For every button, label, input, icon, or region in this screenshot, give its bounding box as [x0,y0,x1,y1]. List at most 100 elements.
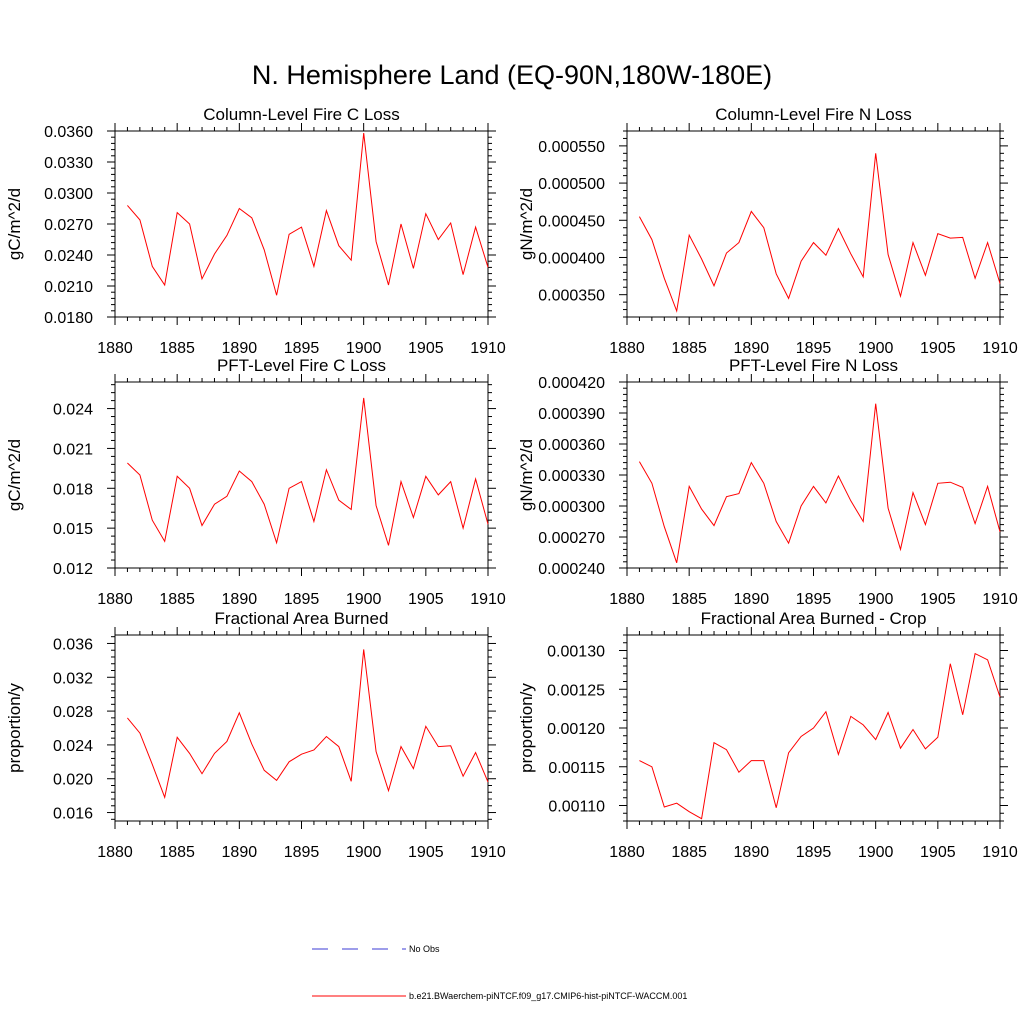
series-line [638,153,1001,313]
x-tick-label: 1890 [734,591,770,608]
y-tick-label: 0.00115 [548,760,605,777]
y-tick-label: 0.012 [53,561,93,578]
x-tick-label: 1905 [408,340,444,357]
x-tick-label: 1895 [796,340,832,357]
y-axis-label: gC/m^2/d [5,188,24,260]
y-tick-label: 0.024 [53,738,93,755]
x-tick-label: 1885 [671,591,707,608]
chart-panel-5: Fractional Area Burned proportion/y 1880 18… [5,609,506,861]
x-tick-label: 1910 [982,844,1018,861]
y-tick-label: 0.028 [53,704,93,721]
y-tick-label: 0.016 [53,806,93,823]
chart-panel-6: Fractional Area Burned - Crop proportion/… [517,609,1018,861]
y-tick-label: 0.021 [53,441,93,458]
x-tick-label: 1885 [159,844,195,861]
x-tick-label: 1880 [609,844,645,861]
x-tick-label: 1880 [97,340,133,357]
x-tick-label: 1885 [671,340,707,357]
x-tick-label: 1880 [609,591,645,608]
x-tick-label: 1895 [284,844,320,861]
series-line [639,652,1001,820]
x-tick-label: 1895 [284,340,320,357]
y-axis-label: proportion/y [5,683,24,773]
y-tick-label: 0.0270 [44,217,93,234]
y-axis-label: gC/m^2/d [5,439,24,511]
legend-label-model: b.e21.BWaerchem-piNTCF.f09_g17.CMIP6-his… [409,991,687,1001]
y-tick-label: 0.000330 [538,468,605,485]
x-tick-label: 1900 [346,591,382,608]
y-tick-label: 0.0330 [44,155,93,172]
panel-title: Column-Level Fire N Loss [715,105,912,124]
y-tick-label: 0.000420 [538,375,605,392]
x-tick-label: 1880 [97,844,133,861]
x-tick-label: 1890 [734,340,770,357]
panel-title: Column-Level Fire C Loss [203,105,400,124]
y-tick-label: 0.0300 [44,186,93,203]
y-tick-label: 0.000350 [538,288,605,305]
y-tick-label: 0.000270 [538,530,605,547]
x-tick-label: 1895 [284,591,320,608]
x-tick-label: 1900 [858,844,894,861]
x-tick-label: 1905 [920,844,956,861]
chart-panel-2: Column-Level Fire N Loss gN/m^2/d 1880 1885… [517,105,1018,357]
series-line [638,403,1001,563]
y-tick-label: 0.000360 [538,437,605,454]
x-tick-label: 1905 [920,340,956,357]
series-line [127,133,489,296]
series-line [127,397,489,546]
figure-title: N. Hemisphere Land (EQ-90N,180W-180E) [252,60,772,90]
panel-title: PFT-Level Fire N Loss [729,356,898,375]
y-axis-label: gN/m^2/d [517,439,536,511]
y-tick-label: 0.000450 [538,213,605,230]
x-tick-label: 1890 [222,844,258,861]
x-tick-label: 1910 [982,340,1018,357]
x-tick-label: 1900 [346,340,382,357]
y-tick-label: 0.020 [53,772,93,789]
y-tick-label: 0.000500 [538,176,605,193]
y-tick-label: 0.018 [53,481,93,498]
y-tick-label: 0.0180 [44,310,93,327]
y-tick-label: 0.00110 [548,799,605,816]
x-tick-label: 1890 [734,844,770,861]
x-tick-label: 1900 [858,340,894,357]
series-line [127,649,489,800]
x-tick-label: 1900 [346,844,382,861]
y-tick-label: 0.000300 [538,499,605,516]
x-tick-label: 1895 [796,591,832,608]
x-tick-label: 1905 [920,591,956,608]
chart-panel-4: PFT-Level Fire N Loss gN/m^2/d 1880 1885 189… [517,356,1018,608]
x-tick-label: 1885 [159,340,195,357]
y-tick-label: 0.000390 [538,406,605,423]
panel-title: Fractional Area Burned [215,609,389,628]
y-tick-label: 0.000550 [538,139,605,156]
y-tick-label: 0.000240 [538,561,605,578]
y-tick-label: 0.015 [53,521,93,538]
legend: No Obs b.e21.BWaerchem-piNTCF.f09_g17.CM… [312,944,687,1001]
y-tick-label: 0.0360 [44,124,93,141]
chart-panel-1: Column-Level Fire C Loss gC/m^2/d 1880 1885… [5,105,506,357]
y-tick-label: 0.00120 [547,721,605,738]
y-tick-label: 0.032 [53,670,93,687]
x-tick-label: 1910 [470,340,506,357]
x-tick-label: 1885 [159,591,195,608]
y-tick-label: 0.0210 [44,279,93,296]
x-tick-label: 1890 [222,340,258,357]
x-tick-label: 1905 [408,844,444,861]
panel-title: Fractional Area Burned - Crop [701,609,927,628]
x-tick-label: 1880 [97,591,133,608]
x-tick-label: 1880 [609,340,645,357]
x-tick-label: 1885 [671,844,707,861]
y-axis-label: proportion/y [517,683,536,773]
x-tick-label: 1900 [858,591,894,608]
x-tick-label: 1895 [796,844,832,861]
x-tick-label: 1910 [982,591,1018,608]
x-tick-label: 1905 [408,591,444,608]
y-tick-label: 0.000400 [538,250,605,267]
chart-panel-3: PFT-Level Fire C Loss gC/m^2/d 1880 1885 189… [5,356,506,608]
y-tick-label: 0.036 [53,636,93,653]
y-axis-label: gN/m^2/d [517,188,536,260]
y-tick-label: 0.024 [53,402,93,419]
x-tick-label: 1910 [470,844,506,861]
